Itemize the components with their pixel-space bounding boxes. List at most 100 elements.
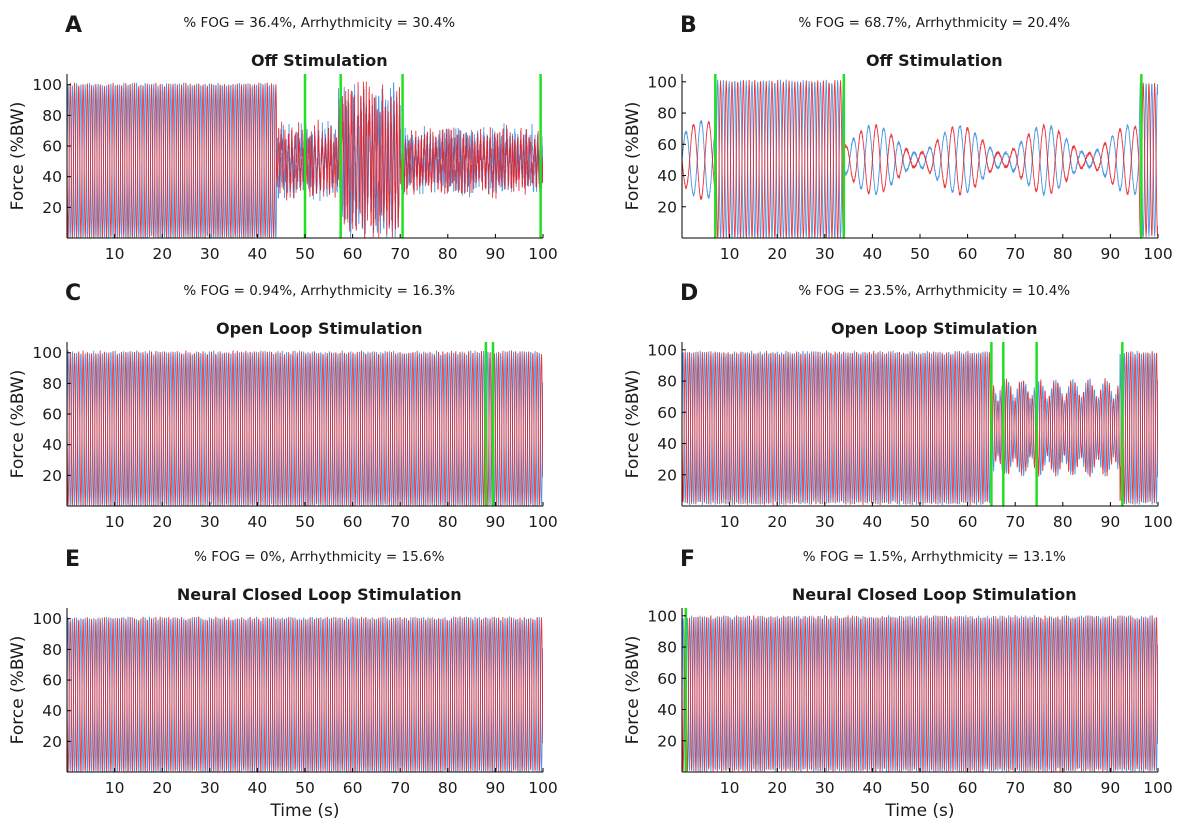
x-tick-label: 100 bbox=[528, 779, 558, 797]
y-tick-label: 40 bbox=[657, 167, 677, 185]
panel-a: A % FOG = 36.4%, Arrhythmicity = 30.4% Off… bbox=[8, 13, 558, 263]
x-tick-label: 80 bbox=[438, 245, 458, 263]
y-axis-label: Force (%BW) bbox=[623, 636, 643, 745]
x-tick-label: 70 bbox=[390, 779, 410, 797]
x-tick-label: 40 bbox=[863, 779, 883, 797]
y-tick-label: 60 bbox=[42, 672, 62, 690]
x-tick-label: 20 bbox=[767, 245, 787, 263]
y-tick-label: 80 bbox=[657, 105, 677, 123]
x-tick-label: 10 bbox=[105, 245, 125, 263]
y-tick-label: 80 bbox=[42, 107, 62, 125]
y-tick-label: 20 bbox=[657, 466, 677, 484]
chart-title: Open Loop Stimulation bbox=[216, 319, 423, 338]
x-tick-label: 60 bbox=[958, 245, 978, 263]
stats-text: % FOG = 1.5%, Arrhythmicity = 13.1% bbox=[803, 549, 1066, 565]
x-tick-label: 40 bbox=[863, 513, 883, 531]
panel-label: D bbox=[680, 281, 698, 306]
y-tick-label: 20 bbox=[42, 467, 62, 485]
series-line-blue bbox=[682, 79, 1158, 238]
series-line-red bbox=[682, 79, 1158, 238]
traces bbox=[67, 616, 543, 772]
panel-label: B bbox=[680, 13, 697, 38]
x-tick-label: 50 bbox=[910, 245, 930, 263]
x-tick-label: 20 bbox=[152, 513, 172, 531]
x-tick-label: 50 bbox=[295, 779, 315, 797]
y-tick-label: 20 bbox=[42, 199, 62, 217]
x-tick-label: 10 bbox=[720, 779, 740, 797]
x-tick-label: 60 bbox=[958, 513, 978, 531]
traces bbox=[682, 79, 1158, 238]
x-tick-label: 60 bbox=[343, 513, 363, 531]
series-line-red bbox=[67, 616, 543, 772]
series-line-red bbox=[67, 350, 543, 506]
y-tick-label: 100 bbox=[32, 344, 62, 362]
x-tick-label: 50 bbox=[910, 779, 930, 797]
chart-title: Neural Closed Loop Stimulation bbox=[792, 585, 1077, 604]
x-tick-label: 40 bbox=[248, 513, 268, 531]
panel-label: A bbox=[65, 13, 82, 38]
x-tick-label: 30 bbox=[200, 779, 220, 797]
x-axis-label: Time (s) bbox=[269, 801, 339, 821]
stats-text: % FOG = 0.94%, Arrhythmicity = 16.3% bbox=[183, 283, 455, 299]
x-axis-label: Time (s) bbox=[884, 801, 954, 821]
panel-e: E % FOG = 0%, Arrhythmicity = 15.6% Neural… bbox=[8, 547, 558, 821]
y-tick-label: 60 bbox=[657, 670, 677, 688]
chart-title: Off Stimulation bbox=[866, 51, 1003, 70]
x-tick-label: 100 bbox=[1143, 779, 1173, 797]
y-tick-label: 60 bbox=[42, 138, 62, 156]
x-tick-label: 40 bbox=[863, 245, 883, 263]
chart-title: Open Loop Stimulation bbox=[831, 319, 1038, 338]
x-tick-label: 30 bbox=[200, 513, 220, 531]
chart-title: Neural Closed Loop Stimulation bbox=[177, 585, 462, 604]
traces bbox=[682, 350, 1158, 506]
y-tick-label: 100 bbox=[647, 341, 677, 359]
panel-d: D % FOG = 23.5%, Arrhythmicity = 10.4% Ope… bbox=[623, 281, 1173, 531]
x-tick-label: 90 bbox=[486, 245, 506, 263]
y-tick-label: 100 bbox=[647, 73, 677, 91]
traces bbox=[682, 614, 1158, 772]
x-tick-label: 50 bbox=[910, 513, 930, 531]
y-tick-label: 80 bbox=[42, 375, 62, 393]
x-tick-label: 30 bbox=[200, 245, 220, 263]
y-axis-label: Force (%BW) bbox=[8, 636, 28, 745]
y-axis-label: Force (%BW) bbox=[623, 370, 643, 479]
y-tick-label: 80 bbox=[657, 373, 677, 391]
x-tick-label: 60 bbox=[958, 779, 978, 797]
x-tick-label: 100 bbox=[1143, 245, 1173, 263]
x-tick-label: 80 bbox=[438, 513, 458, 531]
x-tick-label: 30 bbox=[815, 513, 835, 531]
x-tick-label: 100 bbox=[528, 513, 558, 531]
x-tick-label: 60 bbox=[343, 245, 363, 263]
x-tick-label: 40 bbox=[248, 779, 268, 797]
stats-text: % FOG = 0%, Arrhythmicity = 15.6% bbox=[194, 549, 444, 565]
y-tick-label: 20 bbox=[657, 732, 677, 750]
y-tick-label: 60 bbox=[657, 404, 677, 422]
x-tick-label: 100 bbox=[528, 245, 558, 263]
x-tick-label: 100 bbox=[1143, 513, 1173, 531]
x-tick-label: 80 bbox=[438, 779, 458, 797]
x-tick-label: 70 bbox=[1005, 513, 1025, 531]
x-tick-label: 90 bbox=[486, 513, 506, 531]
stats-text: % FOG = 23.5%, Arrhythmicity = 10.4% bbox=[798, 283, 1070, 299]
y-tick-label: 60 bbox=[657, 136, 677, 154]
panel-f: F % FOG = 1.5%, Arrhythmicity = 13.1% Neur… bbox=[623, 547, 1173, 821]
stats-text: % FOG = 36.4%, Arrhythmicity = 30.4% bbox=[183, 15, 455, 31]
x-tick-label: 20 bbox=[767, 513, 787, 531]
x-tick-label: 90 bbox=[1101, 513, 1121, 531]
x-tick-label: 10 bbox=[720, 245, 740, 263]
x-tick-label: 70 bbox=[1005, 779, 1025, 797]
x-tick-label: 50 bbox=[295, 245, 315, 263]
y-tick-label: 80 bbox=[42, 641, 62, 659]
y-tick-label: 60 bbox=[42, 406, 62, 424]
chart-title: Off Stimulation bbox=[251, 51, 388, 70]
y-tick-label: 40 bbox=[657, 701, 677, 719]
x-tick-label: 40 bbox=[248, 245, 268, 263]
x-tick-label: 90 bbox=[1101, 245, 1121, 263]
x-tick-label: 20 bbox=[767, 779, 787, 797]
x-tick-label: 90 bbox=[1101, 779, 1121, 797]
series-line-red bbox=[682, 350, 1158, 506]
panel-b: B % FOG = 68.7%, Arrhythmicity = 20.4% Off… bbox=[623, 13, 1173, 263]
x-tick-label: 30 bbox=[815, 779, 835, 797]
x-tick-label: 20 bbox=[152, 779, 172, 797]
